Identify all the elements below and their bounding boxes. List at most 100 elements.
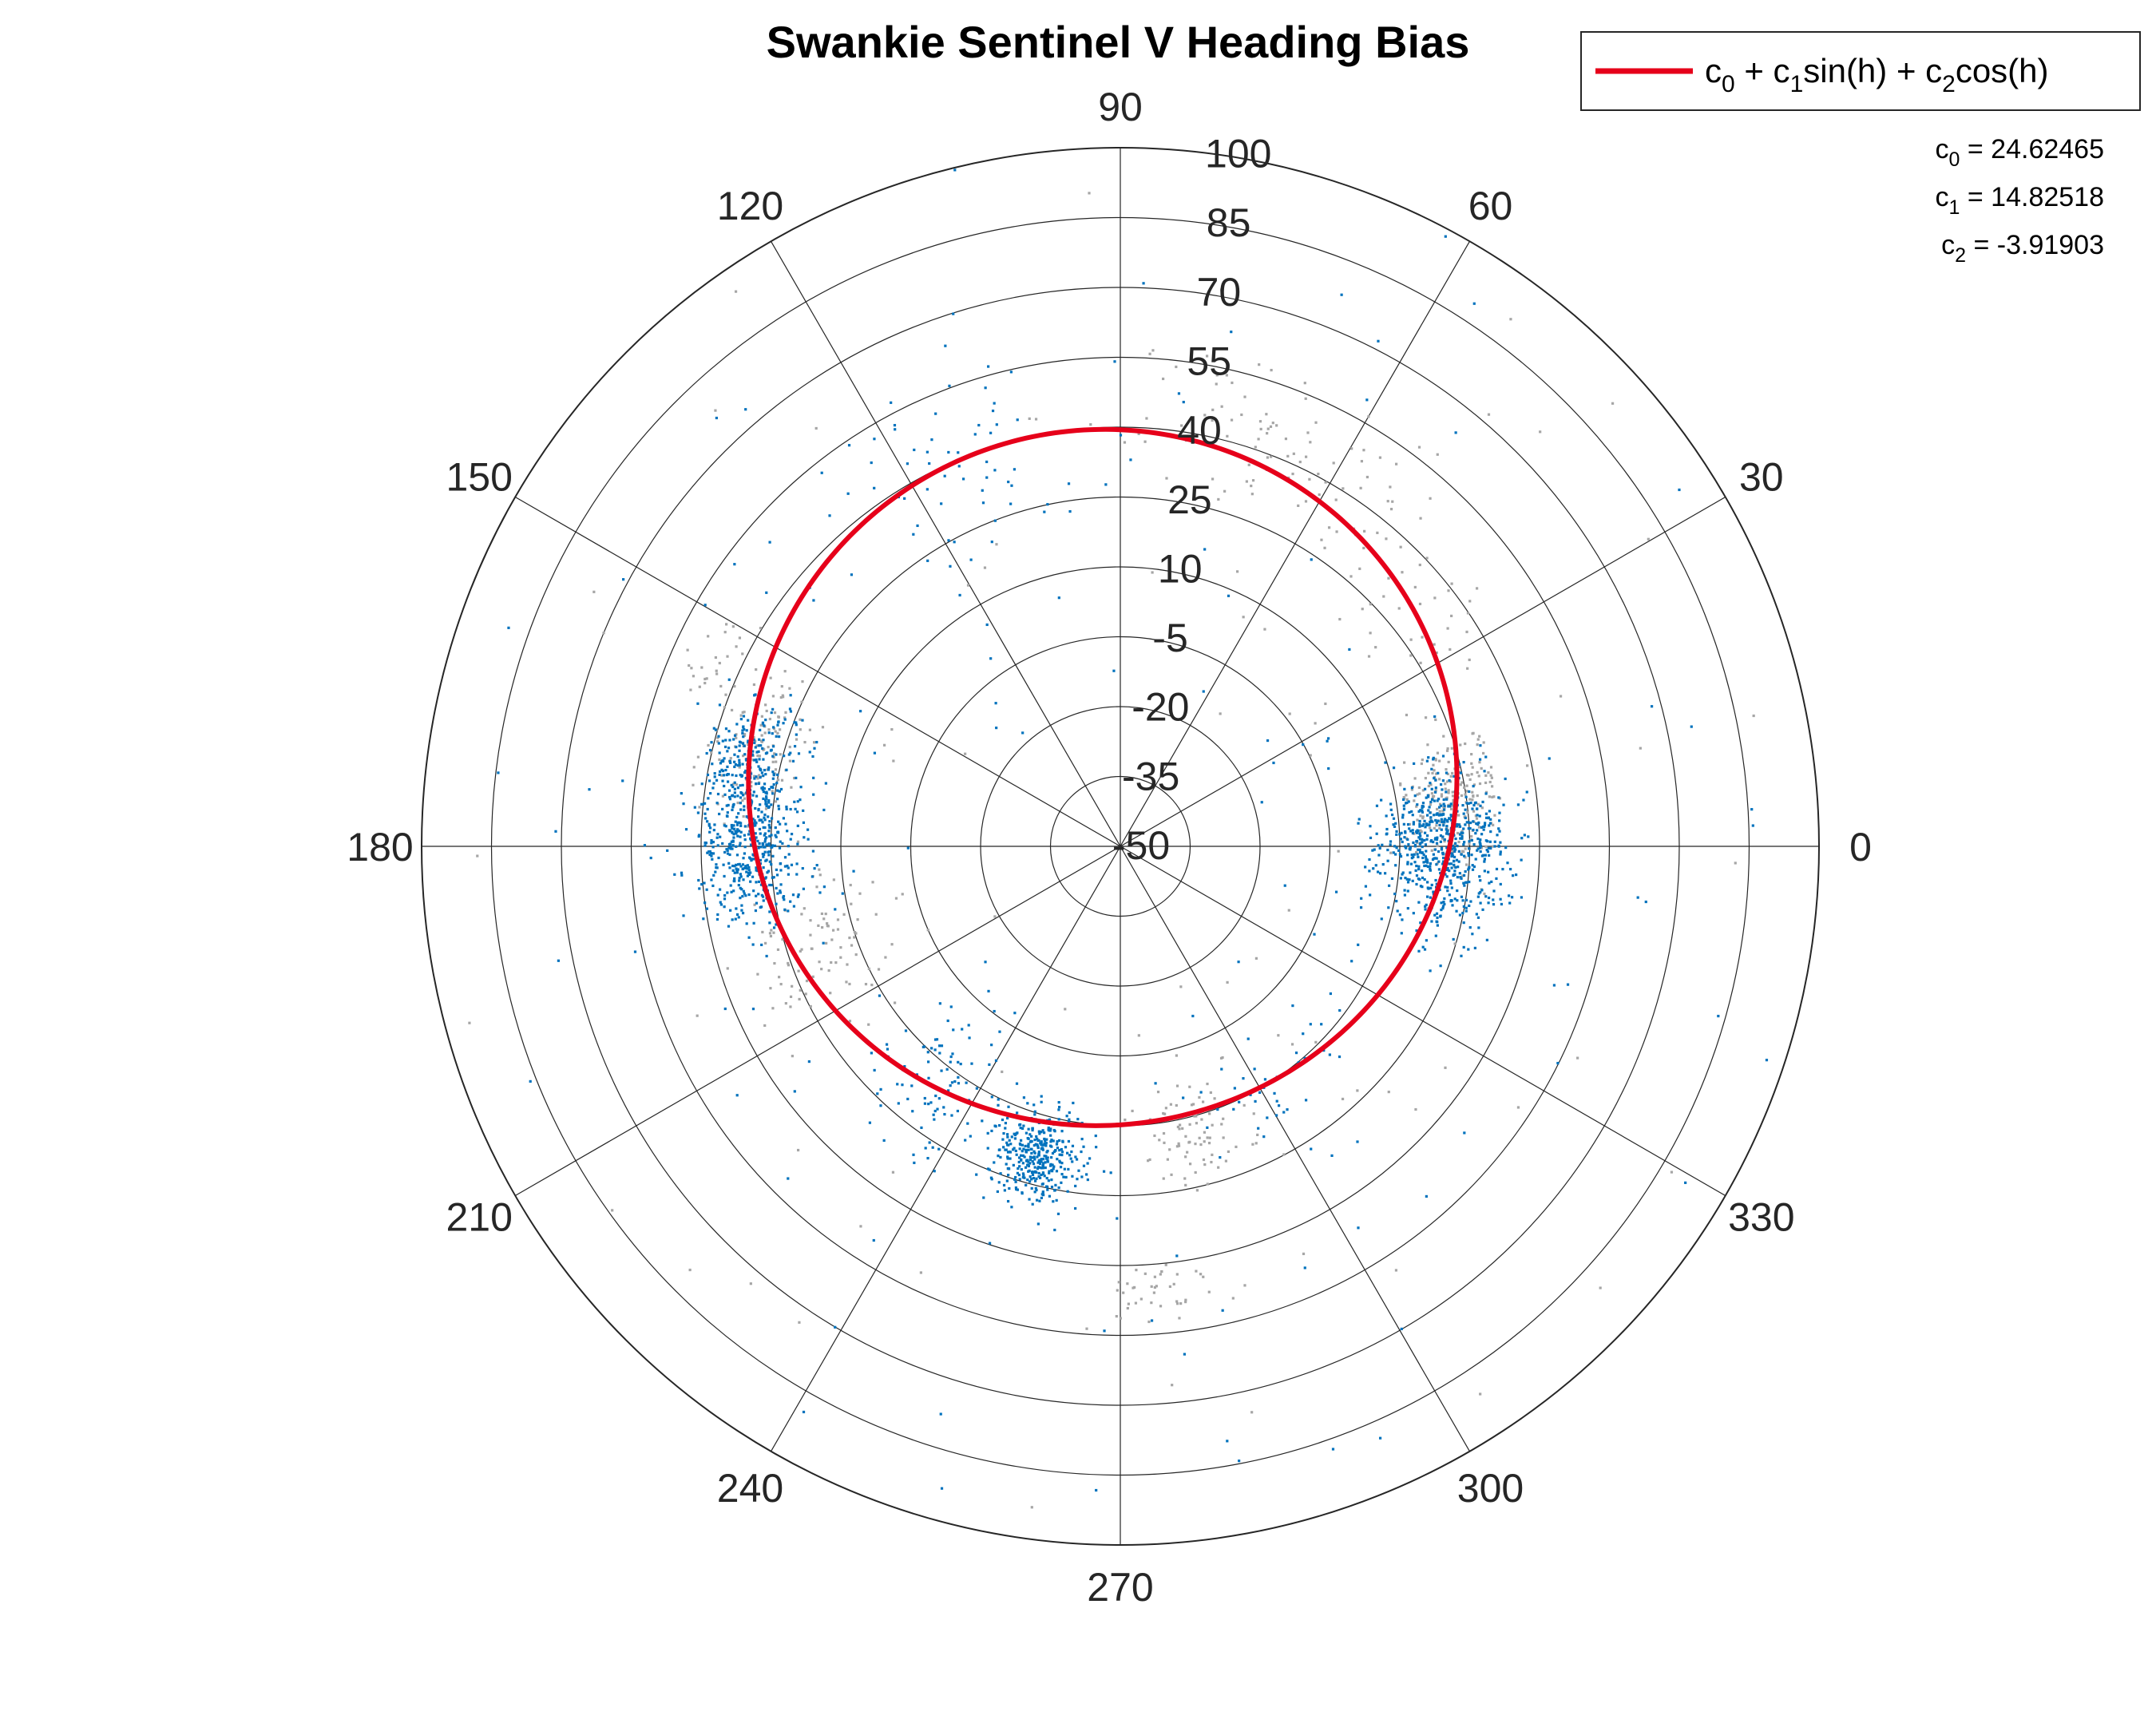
data-point [593, 590, 596, 593]
data-point [1328, 1053, 1331, 1056]
data-point [981, 489, 984, 492]
data-point [762, 826, 765, 830]
radius-tick-label: 100 [1205, 132, 1271, 176]
data-point [1420, 869, 1424, 873]
data-point [739, 808, 743, 811]
data-point [1456, 822, 1459, 826]
data-point [1427, 887, 1430, 890]
data-point [1238, 1460, 1241, 1463]
data-point [739, 796, 743, 799]
data-point [1447, 833, 1450, 836]
data-point [1266, 427, 1270, 430]
data-point [739, 873, 742, 876]
data-point [682, 914, 685, 917]
data-point [680, 792, 683, 795]
data-point [1238, 1100, 1241, 1103]
data-point [723, 631, 727, 634]
data-point [1476, 837, 1480, 841]
data-point [741, 742, 745, 745]
data-point [1049, 1140, 1052, 1143]
data-point [1426, 861, 1429, 864]
data-point [800, 948, 803, 951]
legend[interactable]: c0 + c1sin(h) + c2cos(h) [1580, 31, 2141, 111]
grid-spoke [1120, 846, 1471, 1452]
data-point [1195, 1115, 1198, 1118]
data-point [1027, 1148, 1030, 1151]
data-point [1384, 761, 1387, 764]
data-point [943, 474, 946, 477]
data-point [991, 409, 995, 413]
data-point [1508, 901, 1512, 905]
data-point [1439, 813, 1442, 816]
data-point [1040, 1167, 1043, 1170]
data-point [1452, 801, 1455, 804]
data-point [1419, 517, 1422, 520]
data-point [743, 805, 746, 808]
data-point [1180, 424, 1183, 427]
data-point [817, 924, 820, 927]
data-point [771, 695, 775, 698]
data-point [730, 783, 733, 787]
data-point [747, 893, 751, 897]
data-point [755, 822, 758, 825]
data-point [1147, 1320, 1151, 1324]
data-point [1406, 881, 1410, 884]
data-point [1464, 898, 1468, 901]
data-point [964, 1139, 967, 1142]
data-point [788, 745, 791, 749]
data-point [1320, 538, 1323, 541]
data-point [1049, 1127, 1052, 1131]
data-point [727, 925, 731, 928]
data-point [714, 409, 717, 412]
data-point [1182, 1096, 1185, 1099]
data-point [1021, 731, 1024, 735]
data-point [1151, 349, 1155, 352]
data-point [757, 744, 760, 747]
data-point [710, 751, 713, 755]
data-point [1433, 913, 1437, 917]
data-point [743, 852, 746, 855]
data-point [1036, 1161, 1040, 1164]
data-point [1461, 911, 1464, 915]
data-point [818, 961, 821, 964]
data-point [812, 599, 815, 602]
data-point [1014, 1175, 1017, 1179]
data-point [763, 798, 767, 802]
data-point [1449, 774, 1453, 778]
data-point [1363, 529, 1366, 533]
data-point [795, 873, 799, 876]
data-point [1057, 1186, 1060, 1190]
data-point [793, 800, 796, 803]
data-point [995, 543, 998, 546]
data-point [738, 879, 741, 882]
data-point [1152, 1291, 1155, 1294]
data-point [733, 563, 736, 566]
data-point [1258, 1091, 1262, 1094]
data-point [1041, 1167, 1044, 1170]
data-point [1433, 857, 1437, 860]
data-point [747, 865, 751, 869]
data-point [1074, 1206, 1077, 1210]
data-point [739, 741, 743, 744]
data-point [1288, 712, 1291, 715]
data-point [707, 797, 710, 800]
data-point [1475, 587, 1479, 590]
data-point [1211, 477, 1215, 481]
data-point [1460, 831, 1463, 834]
data-point [829, 992, 832, 995]
data-point [1200, 1118, 1203, 1121]
data-point [751, 818, 755, 821]
data-point [1040, 1193, 1044, 1196]
data-point [1444, 873, 1447, 876]
data-point [1421, 876, 1425, 880]
data-point [1009, 1157, 1012, 1160]
data-point [1499, 882, 1502, 886]
data-point [867, 1023, 870, 1026]
data-point [1390, 813, 1394, 817]
data-point [1012, 1163, 1015, 1167]
data-point [990, 541, 993, 544]
data-point [1445, 828, 1448, 831]
data-point [1484, 790, 1488, 794]
data-point [767, 799, 771, 802]
